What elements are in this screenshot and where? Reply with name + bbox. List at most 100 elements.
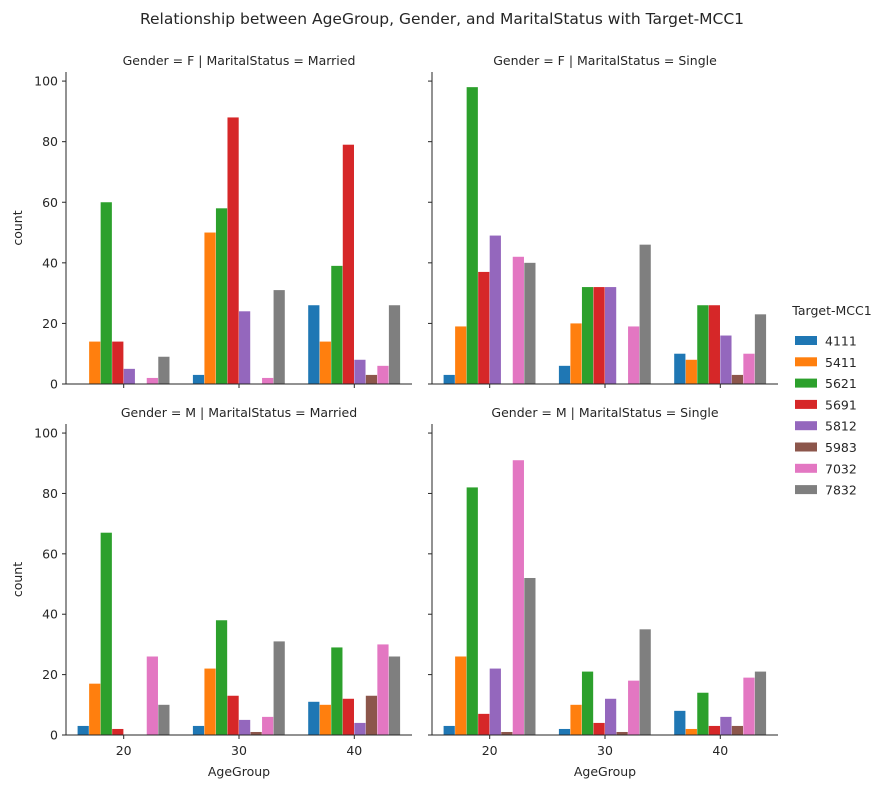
legend-title: Target-MCC1 [791,303,871,318]
bar-7032-20 [146,377,158,384]
bar-5621-20 [100,532,112,735]
bar-5691-20 [478,713,490,735]
bar-5691-20 [112,728,124,735]
bar-5812-30 [605,287,617,384]
x-tick-label: 20 [482,743,498,758]
bar-5621-40 [697,305,709,384]
panel-title: Gender = F | MaritalStatus = Married [123,53,356,68]
bar-4111-20 [77,725,89,735]
bar-7832-40 [388,305,401,384]
y-axis-label: count [10,210,25,245]
panel-title: Gender = M | MaritalStatus = Married [121,405,357,420]
bar-7032-40 [377,644,389,735]
facet-panels: Gender = F | MaritalStatus = Married 0 20 4… [10,53,778,779]
bar-5411-30 [570,323,582,384]
bar-7832-20 [158,704,170,735]
bar-5691-40 [708,305,720,384]
bar-5411-40 [685,728,697,735]
bar-5983-40 [365,374,378,384]
bar-5812-40 [720,716,732,735]
bar-5411-40 [319,341,331,384]
bar-5411-40 [319,704,331,735]
x-tick-label: 40 [346,743,362,758]
bar-7032-30 [628,326,640,384]
legend-label-5411: 5411 [825,355,857,370]
bar-5812-30 [239,311,251,384]
bar-7832-30 [273,641,285,735]
y-tick-label: 60 [42,195,58,210]
bar-4111-30 [192,725,205,735]
bar-7832-20 [158,356,170,384]
bar-7032-30 [262,716,274,735]
bar-5621-40 [331,647,343,735]
y-axis-label: count [10,562,25,597]
bar-7832-40 [754,314,767,384]
bar-5621-20 [100,202,112,384]
x-tick-label: 20 [116,743,132,758]
bar-4111-30 [558,728,571,735]
bar-5411-30 [204,232,216,384]
bar-4111-40 [308,305,320,384]
y-tick-label: 40 [42,607,58,622]
bar-7832-30 [273,290,285,384]
bar-5812-20 [489,235,501,384]
bar-5621-40 [331,265,343,384]
bar-5983-40 [365,695,378,735]
x-tick-label: 40 [712,743,728,758]
bar-5621-30 [215,620,228,735]
bar-5812-40 [354,359,366,384]
bar-4111-20 [443,725,455,735]
bar-5411-20 [89,341,101,384]
facet-panel: Gender = M | MaritalStatus = Single 20 30 4… [428,405,778,779]
bar-5621-30 [215,208,228,384]
bar-5812-40 [354,722,366,735]
facet-panel: Gender = F | MaritalStatus = Single [428,53,778,388]
y-tick-label: 80 [42,134,58,149]
bar-4111-40 [308,701,320,735]
bar-7032-40 [743,353,755,384]
x-tick-label: 30 [597,743,613,758]
bar-5983-20 [501,731,513,735]
bar-7032-20 [512,460,524,735]
bar-7032-30 [628,680,640,735]
bar-7032-40 [377,365,389,384]
legend-swatch-5983 [795,442,817,452]
legend-swatch-5691 [795,399,817,409]
bar-5411-20 [89,683,101,735]
bar-5621-20 [466,487,478,735]
y-tick-label: 20 [42,316,58,331]
chart-title: Relationship between AgeGroup, Gender, a… [140,10,744,28]
x-tick-label: 30 [231,743,247,758]
bar-4111-40 [674,710,686,735]
bar-5411-30 [570,704,582,735]
bar-5691-40 [342,144,354,384]
legend-label-7832: 7832 [825,483,857,498]
bar-7832-40 [754,671,767,735]
bar-5411-20 [455,326,467,384]
x-axis-label: AgeGroup [208,764,270,779]
legend-swatch-7832 [795,485,817,495]
legend-label-5691: 5691 [825,397,857,412]
bar-4111-20 [443,374,455,384]
y-tick-label: 100 [34,74,58,89]
bar-5691-40 [342,698,354,735]
bar-5812-30 [605,698,617,735]
y-tick-label: 100 [34,426,58,441]
bar-5621-30 [581,287,594,384]
panel-title: Gender = M | MaritalStatus = Single [491,405,719,420]
legend-label-5812: 5812 [825,419,857,434]
y-tick-label: 80 [42,486,58,501]
bar-5983-30 [616,731,628,735]
bar-4111-30 [192,374,205,384]
bar-5691-30 [593,287,605,384]
bar-5691-30 [227,117,239,384]
y-tick-label: 0 [50,377,58,392]
bar-7032-20 [146,656,158,735]
bar-5691-30 [593,722,605,735]
x-axis-label: AgeGroup [574,764,636,779]
bar-5691-20 [112,341,124,384]
y-tick-label: 20 [42,667,58,682]
legend-label-4111: 4111 [825,334,857,349]
bar-7032-30 [262,377,274,384]
